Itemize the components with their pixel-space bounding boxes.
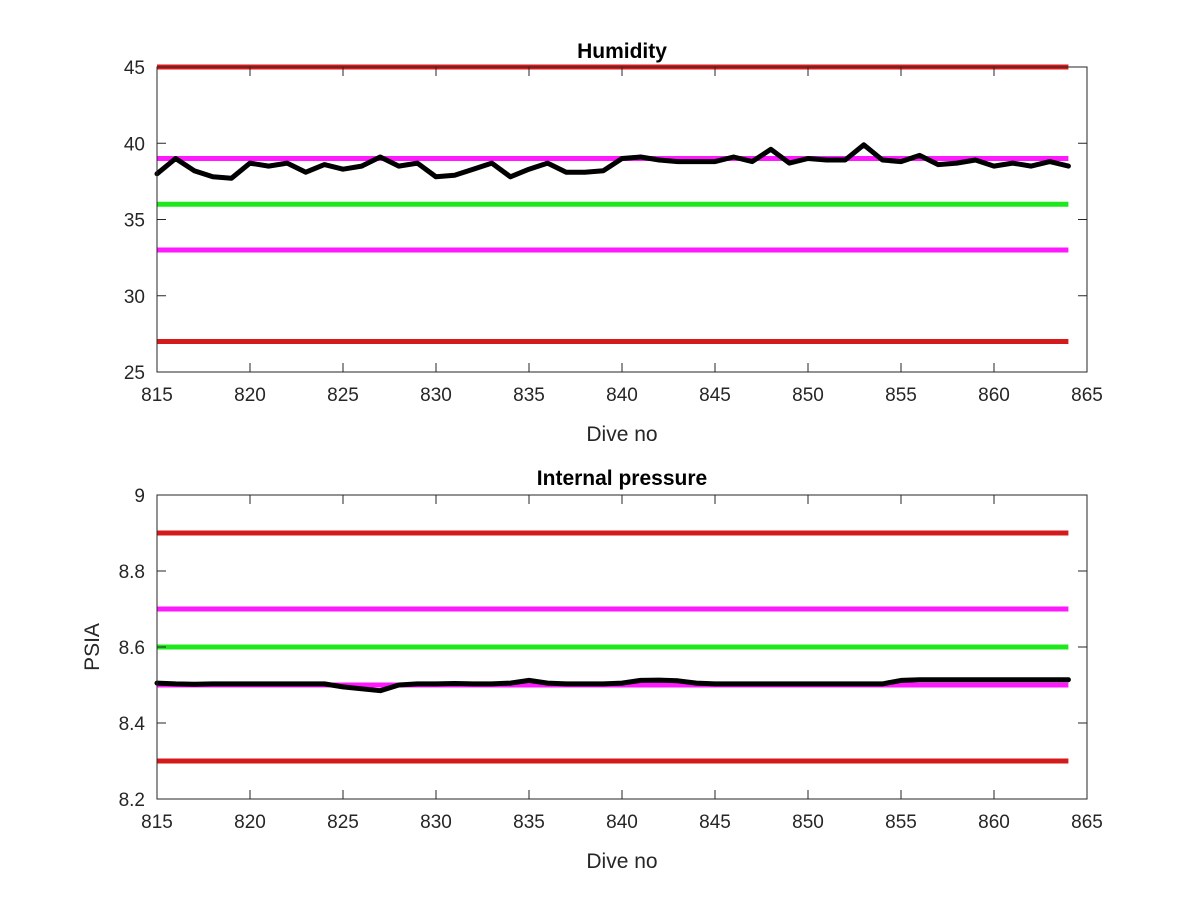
humidity-x-tick-label: 865 — [1071, 385, 1103, 406]
humidity-x-tick-label: 835 — [513, 385, 545, 406]
humidity-x-tick-label: 845 — [699, 385, 731, 406]
pressure-y-tick-label: 8.2 — [119, 790, 145, 811]
pressure-subplot: 815 820 825 830 835 840 845 850 855 860 865 8.2 8.4 8… — [81, 467, 1103, 873]
humidity-x-tick-label: 855 — [885, 385, 917, 406]
humidity-x-tick-label: 840 — [606, 385, 638, 406]
pressure-y-tick-label: 9 — [134, 486, 145, 507]
humidity-x-tick-label: 820 — [234, 385, 266, 406]
pressure-x-tick-label: 845 — [699, 812, 731, 833]
pressure-x-tick-label: 835 — [513, 812, 545, 833]
pressure-x-tick-label: 860 — [978, 812, 1010, 833]
humidity-plot-area — [157, 67, 1087, 372]
pressure-x-tick-label: 850 — [792, 812, 824, 833]
humidity-title: Humidity — [577, 40, 667, 63]
humidity-y-tick-label: 40 — [124, 134, 145, 155]
humidity-subplot: 815 820 825 830 835 840 845 850 855 860 865 25 30 35 4… — [124, 40, 1103, 446]
humidity-x-tick-label: 860 — [978, 385, 1010, 406]
pressure-x-tick-label: 820 — [234, 812, 266, 833]
pressure-y-axis-label: PSIA — [81, 623, 104, 671]
pressure-y-tick-label: 8.4 — [119, 714, 146, 735]
humidity-x-axis-label: Dive no — [586, 423, 657, 446]
pressure-x-tick-label: 840 — [606, 812, 638, 833]
pressure-data-line-0 — [154, 677, 1071, 694]
humidity-x-tick-label: 830 — [420, 385, 452, 406]
pressure-x-tick-label: 815 — [141, 812, 173, 833]
pressure-title: Internal pressure — [537, 467, 707, 490]
humidity-series — [154, 142, 1071, 181]
humidity-x-tick-label: 850 — [792, 385, 824, 406]
humidity-y-tick-label: 30 — [124, 287, 145, 308]
humidity-ticks: 815 820 825 830 835 840 845 850 855 860 865 25 30 35 4… — [124, 58, 1103, 406]
humidity-y-tick-label: 45 — [124, 58, 145, 79]
pressure-y-tick-label: 8.6 — [119, 638, 145, 659]
humidity-data-line-0 — [154, 142, 1071, 181]
pressure-x-tick-label: 865 — [1071, 812, 1103, 833]
pressure-x-axis-label: Dive no — [586, 850, 657, 873]
humidity-y-tick-label: 35 — [124, 211, 145, 232]
humidity-y-tick-label: 25 — [124, 363, 145, 384]
pressure-series — [154, 677, 1071, 694]
pressure-x-tick-label: 855 — [885, 812, 917, 833]
pressure-y-tick-label: 8.8 — [119, 562, 145, 583]
pressure-x-tick-label: 825 — [327, 812, 359, 833]
humidity-x-tick-label: 815 — [141, 385, 173, 406]
pressure-ticks: 815 820 825 830 835 840 845 850 855 860 865 8.2 8.4 8… — [119, 486, 1103, 833]
pressure-x-tick-label: 830 — [420, 812, 452, 833]
humidity-x-tick-label: 825 — [327, 385, 359, 406]
